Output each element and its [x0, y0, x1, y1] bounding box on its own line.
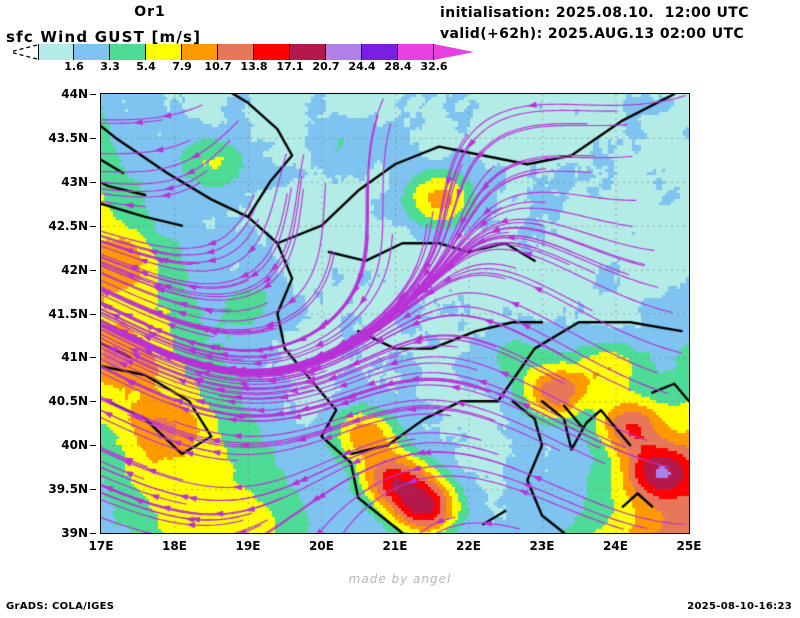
- y-axis-tick: [90, 489, 96, 491]
- y-axis-tick: [90, 137, 96, 139]
- x-axis-label-20E: 20E: [309, 539, 334, 553]
- y-axis-tick: [90, 445, 96, 447]
- colorbar-cell-0: [38, 44, 74, 60]
- y-axis-tick: [90, 313, 96, 315]
- y-axis-tick: [90, 269, 96, 271]
- y-axis-label-41.5N: 41.5N: [48, 306, 88, 321]
- y-axis-tick: [90, 401, 96, 403]
- colorbar-tick-10.7: 10.7: [204, 60, 232, 73]
- colorbar-tick-1.6: 1.6: [64, 60, 84, 73]
- y-axis-label-42.5N: 42.5N: [48, 218, 88, 233]
- colorbar-tick-24.4: 24.4: [348, 60, 376, 73]
- colorbar-tick-17.1: 17.1: [276, 60, 304, 73]
- colorbar-cell-2: [110, 44, 146, 60]
- page-title: Or1: [134, 4, 166, 20]
- y-axis-tick: [90, 94, 96, 95]
- y-axis-label-39.5N: 39.5N: [48, 482, 88, 497]
- initialisation-time: initialisation: 2025.08.10. 12:00 UTC: [440, 5, 749, 21]
- colorbar-cell-6: [254, 44, 290, 60]
- y-axis-label-44N: 44N: [61, 87, 88, 101]
- y-axis-tick: [90, 357, 96, 359]
- x-axis-label-21E: 21E: [382, 539, 408, 553]
- colorbar-cells: [38, 44, 434, 60]
- y-axis: 44N 43.5N 43N 42.5N 42N 41.5N 41N 40.5N 40N 39.5N…: [0, 87, 96, 540]
- colorbar-tick-28.4: 28.4: [384, 60, 412, 73]
- colorbar-under-hatch-icon: [10, 44, 38, 60]
- y-axis-label-42N: 42N: [61, 262, 88, 277]
- weather-map-plot[interactable]: [100, 93, 690, 534]
- x-axis-label-23E: 23E: [529, 539, 555, 553]
- colorbar-tick-13.8: 13.8: [240, 60, 268, 73]
- y-axis-label-43.5N: 43.5N: [48, 130, 88, 145]
- x-axis-label-19E: 19E: [235, 539, 261, 553]
- colorbar-cell-1: [74, 44, 110, 60]
- colorbar-tick-20.7: 20.7: [312, 60, 340, 73]
- y-axis-label-41N: 41N: [61, 350, 88, 365]
- y-axis-label-40.5N: 40.5N: [48, 394, 88, 409]
- colorbar-cell-3: [146, 44, 182, 60]
- y-axis-tick: [90, 225, 96, 227]
- x-axis-label-18E: 18E: [162, 539, 187, 553]
- colorbar-cell-8: [326, 44, 362, 60]
- colorbar-tick-32.6: 32.6: [420, 60, 448, 73]
- colorbar-tick-3.3: 3.3: [100, 60, 120, 73]
- render-timestamp: 2025-08-10-16:23: [687, 601, 792, 612]
- x-axis-label-24E: 24E: [603, 539, 628, 553]
- colorbar-over-arrow-icon: [434, 44, 474, 60]
- y-axis-tick: [90, 181, 96, 183]
- x-axis-label-25E: 25E: [676, 539, 702, 553]
- colorbar-cell-9: [362, 44, 398, 60]
- watermark: made by angel: [348, 572, 452, 586]
- valid-time: valid(+62h): 2025.AUG.13 02:00 UTC: [440, 26, 745, 42]
- colorbar-tick-7.9: 7.9: [172, 60, 192, 73]
- y-axis-label-40N: 40N: [61, 438, 88, 453]
- colorbar-cell-10: [398, 44, 434, 60]
- y-axis-label-39N: 39N: [61, 526, 88, 540]
- colorbar-cell-7: [290, 44, 326, 60]
- x-axis-label-17E: 17E: [88, 539, 114, 553]
- colorbar-cell-4: [182, 44, 218, 60]
- y-axis-tick: [90, 533, 96, 534]
- grads-credit: GrADS: COLA/IGES: [6, 601, 115, 612]
- x-axis-label-22E: 22E: [456, 539, 481, 553]
- coastline-streamline-overlay: [101, 94, 689, 533]
- x-axis: 17E 18E 19E 20E 21E 22E 23E 24E 25E: [89, 536, 702, 554]
- colorbar: [10, 44, 474, 60]
- y-axis-label-43N: 43N: [61, 174, 88, 189]
- colorbar-tick-5.4: 5.4: [136, 60, 156, 73]
- colorbar-cell-5: [218, 44, 254, 60]
- variable-label: sfc Wind GUST [m/s]: [6, 28, 202, 46]
